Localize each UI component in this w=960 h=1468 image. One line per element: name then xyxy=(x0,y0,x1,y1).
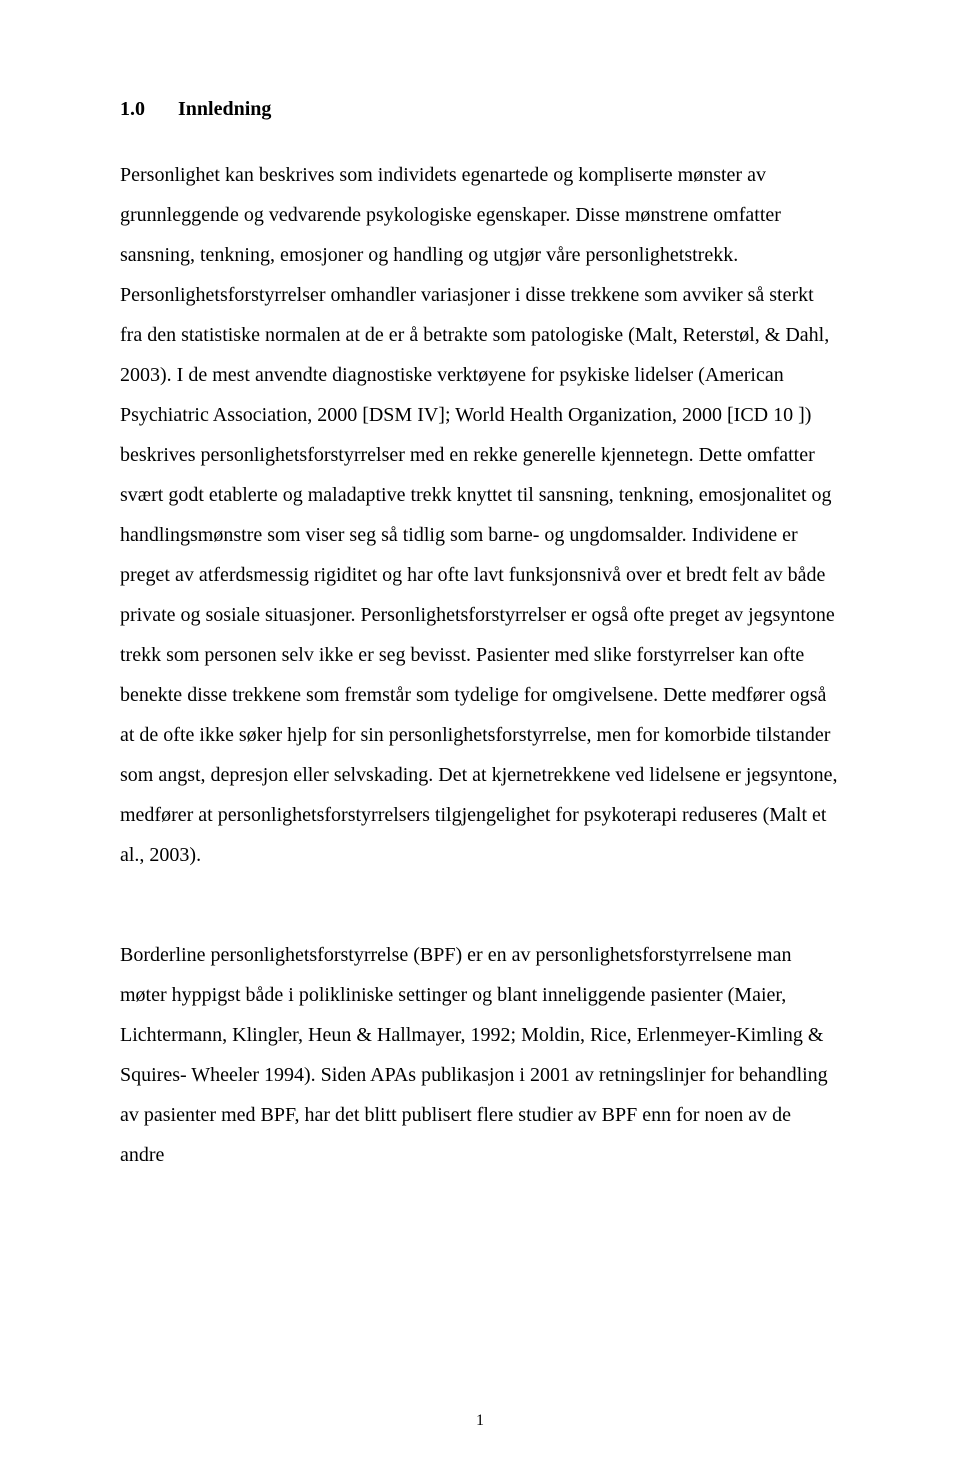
section-title: Innledning xyxy=(178,98,271,120)
page-number: 1 xyxy=(0,1412,960,1430)
body-paragraph: Borderline personlighetsforstyrrelse (BP… xyxy=(120,935,840,1175)
section-number: 1.0 xyxy=(120,98,145,120)
section-heading: 1.0 Innledning xyxy=(120,98,840,121)
body-paragraph: Personlighet kan beskrives som individet… xyxy=(120,155,840,875)
document-page: 1.0 Innledning Personlighet kan beskrive… xyxy=(0,0,960,1468)
